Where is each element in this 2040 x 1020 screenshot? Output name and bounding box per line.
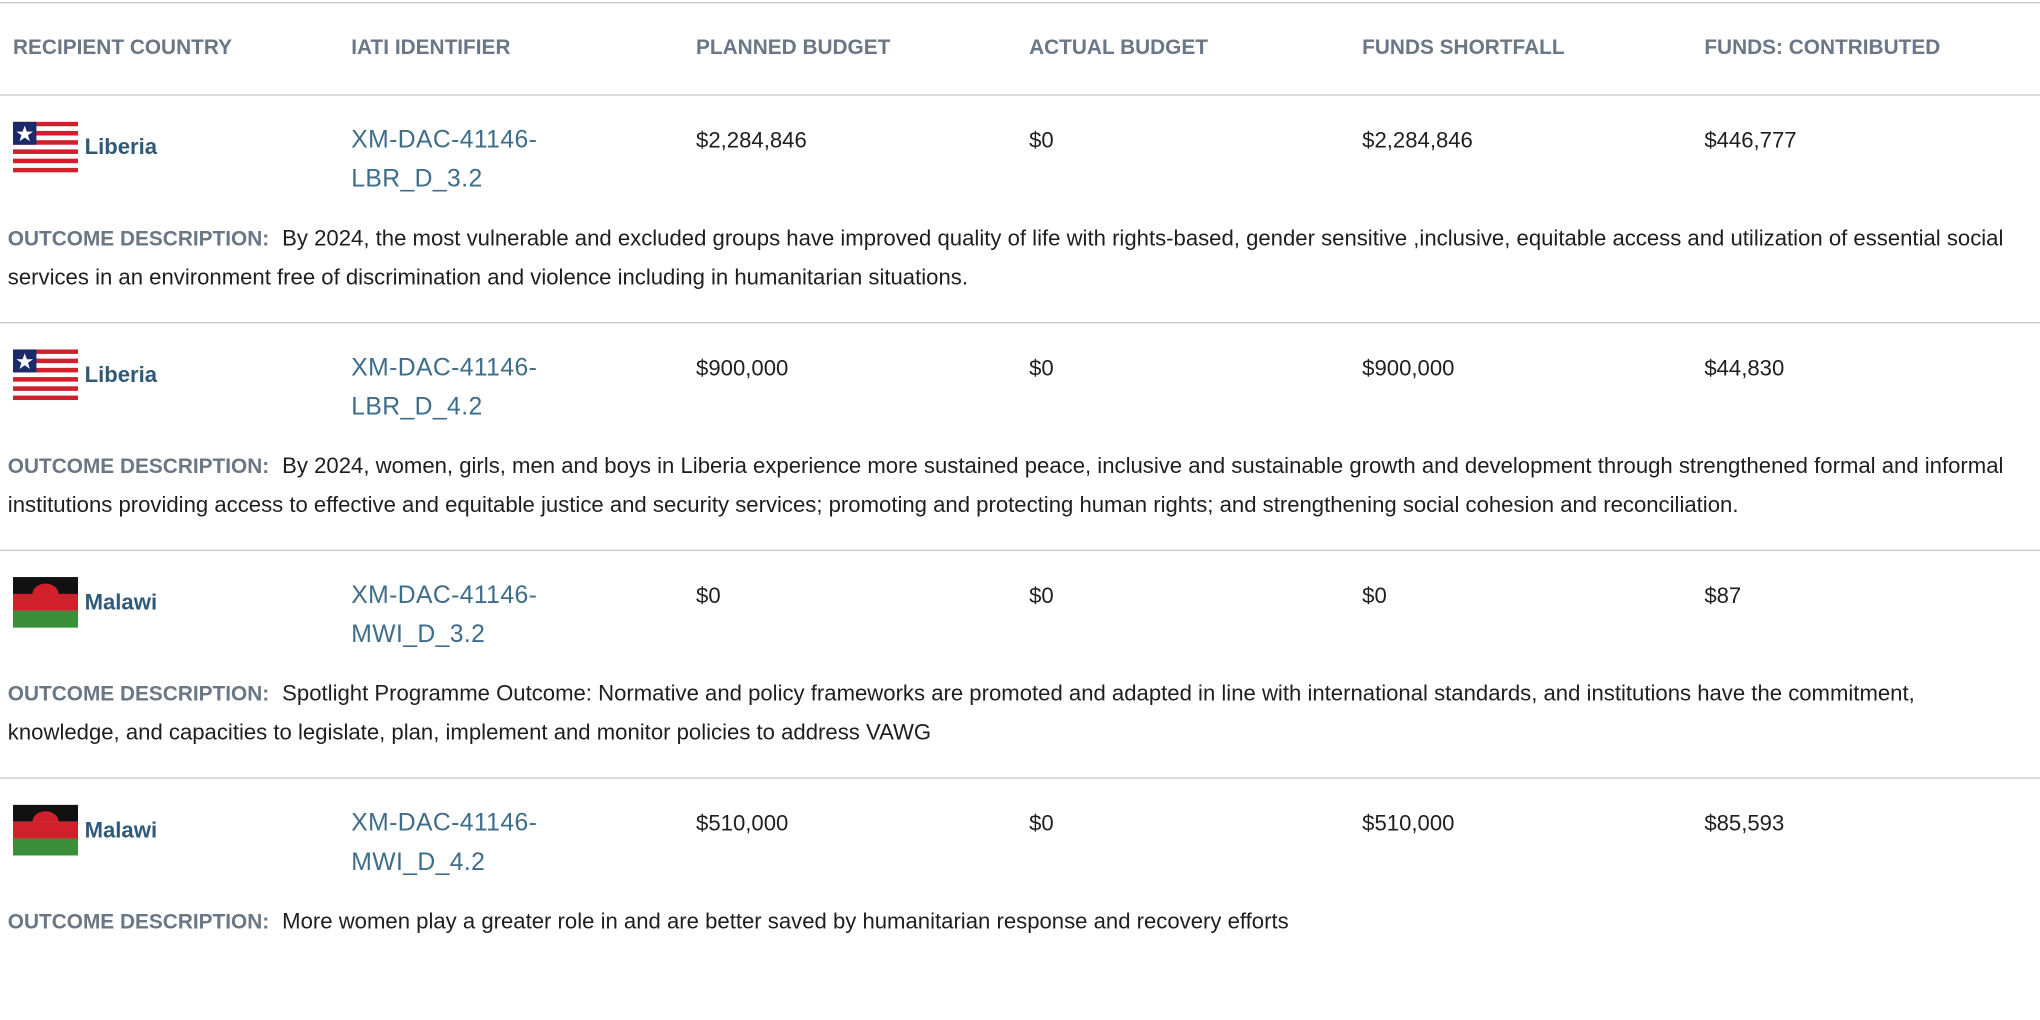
budget-value: $0 [1029,811,1054,836]
country-name: Malawi [84,817,158,842]
budget-value: $900,000 [696,355,789,381]
row-cells: Liberia XM-DAC-41146-LBR_D_4.2 $900,000 $0 $… [0,349,2040,427]
country-name: Liberia [84,361,158,387]
outcome-label: OUTCOME DESCRIPTION: [7,911,270,934]
table-row: Malawi XM-DAC-41146-MWI_D_3.2 $0 $0 $0 $87 OUT… [0,551,2040,779]
outcome-text: More women play a greater role in and ar… [282,908,1289,934]
flag [13,804,79,856]
budget-value: $510,000 [696,811,789,836]
iati-identifier: XM-DAC-41146-MWI_D_3.2 [351,582,538,649]
budget-value: $0 [1362,583,1387,609]
budget-value: $2,284,846 [696,128,807,153]
row-cells: Liberia XM-DAC-41146-LBR_D_3.2 $2,284,846 $… [0,121,2040,200]
row-cells: Malawi XM-DAC-41146-MWI_D_4.2 $510,000 $0 $5… [0,804,2040,883]
outcome-description: OUTCOME DESCRIPTION: Spotlight Programme … [8,675,2032,752]
column-header: RECIPIENT COUNTRY [13,37,232,60]
column-header: ACTUAL BUDGET [1029,37,1208,60]
column-header: FUNDS: CONTRIBUTED [1704,37,1941,60]
column-header: FUNDS SHORTFALL [1362,37,1565,60]
budget-value: $85,593 [1704,811,1785,836]
budget-value: $87 [1704,583,1742,609]
budget-value: $0 [696,583,721,609]
budget-value: $0 [1029,355,1054,381]
outcome-description: OUTCOME DESCRIPTION: More women play a gr… [8,902,2032,941]
column-header: PLANNED BUDGET [696,37,891,60]
country-cell: Malawi [13,804,158,856]
outcome-text: By 2024, women, girls, men and boys in L… [7,453,2004,518]
outcome-label: OUTCOME DESCRIPTION: [7,228,270,251]
outcome-label: OUTCOME DESCRIPTION: [7,456,270,479]
outcome-label: OUTCOME DESCRIPTION: [7,683,270,706]
row-cells: Malawi XM-DAC-41146-MWI_D_3.2 $0 $0 $0 $87 [0,577,2040,655]
outcome-description: OUTCOME DESCRIPTION: By 2024, the most vu… [8,219,2032,296]
iati-identifier: XM-DAC-41146-LBR_D_4.2 [351,354,538,421]
outcome-description: OUTCOME DESCRIPTION: By 2024, women, girl… [8,447,2032,524]
budget-value: $510,000 [1362,811,1455,836]
table-row: Liberia XM-DAC-41146-LBR_D_3.2 $2,284,846 $… [0,96,2040,324]
budget-value: $900,000 [1362,355,1455,381]
budget-value: $446,777 [1704,128,1797,153]
table-body: Liberia XM-DAC-41146-LBR_D_3.2 $2,284,846 $… [0,96,2040,968]
table-row: Liberia XM-DAC-41146-LBR_D_4.2 $900,000 $0 $… [0,323,2040,552]
flag [13,349,79,401]
iati-identifier: XM-DAC-41146-LBR_D_3.2 [351,126,538,194]
budget-value: $0 [1029,583,1054,609]
country-cell: Malawi [13,577,157,628]
budget-value: $0 [1029,128,1054,153]
table-header: RECIPIENT COUNTRY IATI IDENTIFIER PLANNED … [0,2,2040,96]
budget-value: $44,830 [1704,355,1785,381]
country-cell: Liberia [13,349,158,401]
budget-value: $2,284,846 [1362,128,1473,153]
flag [13,577,79,628]
outcome-text: By 2024, the most vulnerable and exclude… [7,225,2004,290]
country-name: Malawi [84,589,158,615]
iati-identifier: XM-DAC-41146-MWI_D_4.2 [351,809,538,877]
table-row: Malawi XM-DAC-41146-MWI_D_4.2 $510,000 $0 $5… [0,779,2040,968]
country-name: Liberia [84,134,158,159]
flag [13,121,79,173]
outcome-text: Spotlight Programme Outcome: Normative a… [7,681,1915,745]
column-header: IATI IDENTIFIER [351,37,511,60]
country-cell: Liberia [13,121,158,173]
